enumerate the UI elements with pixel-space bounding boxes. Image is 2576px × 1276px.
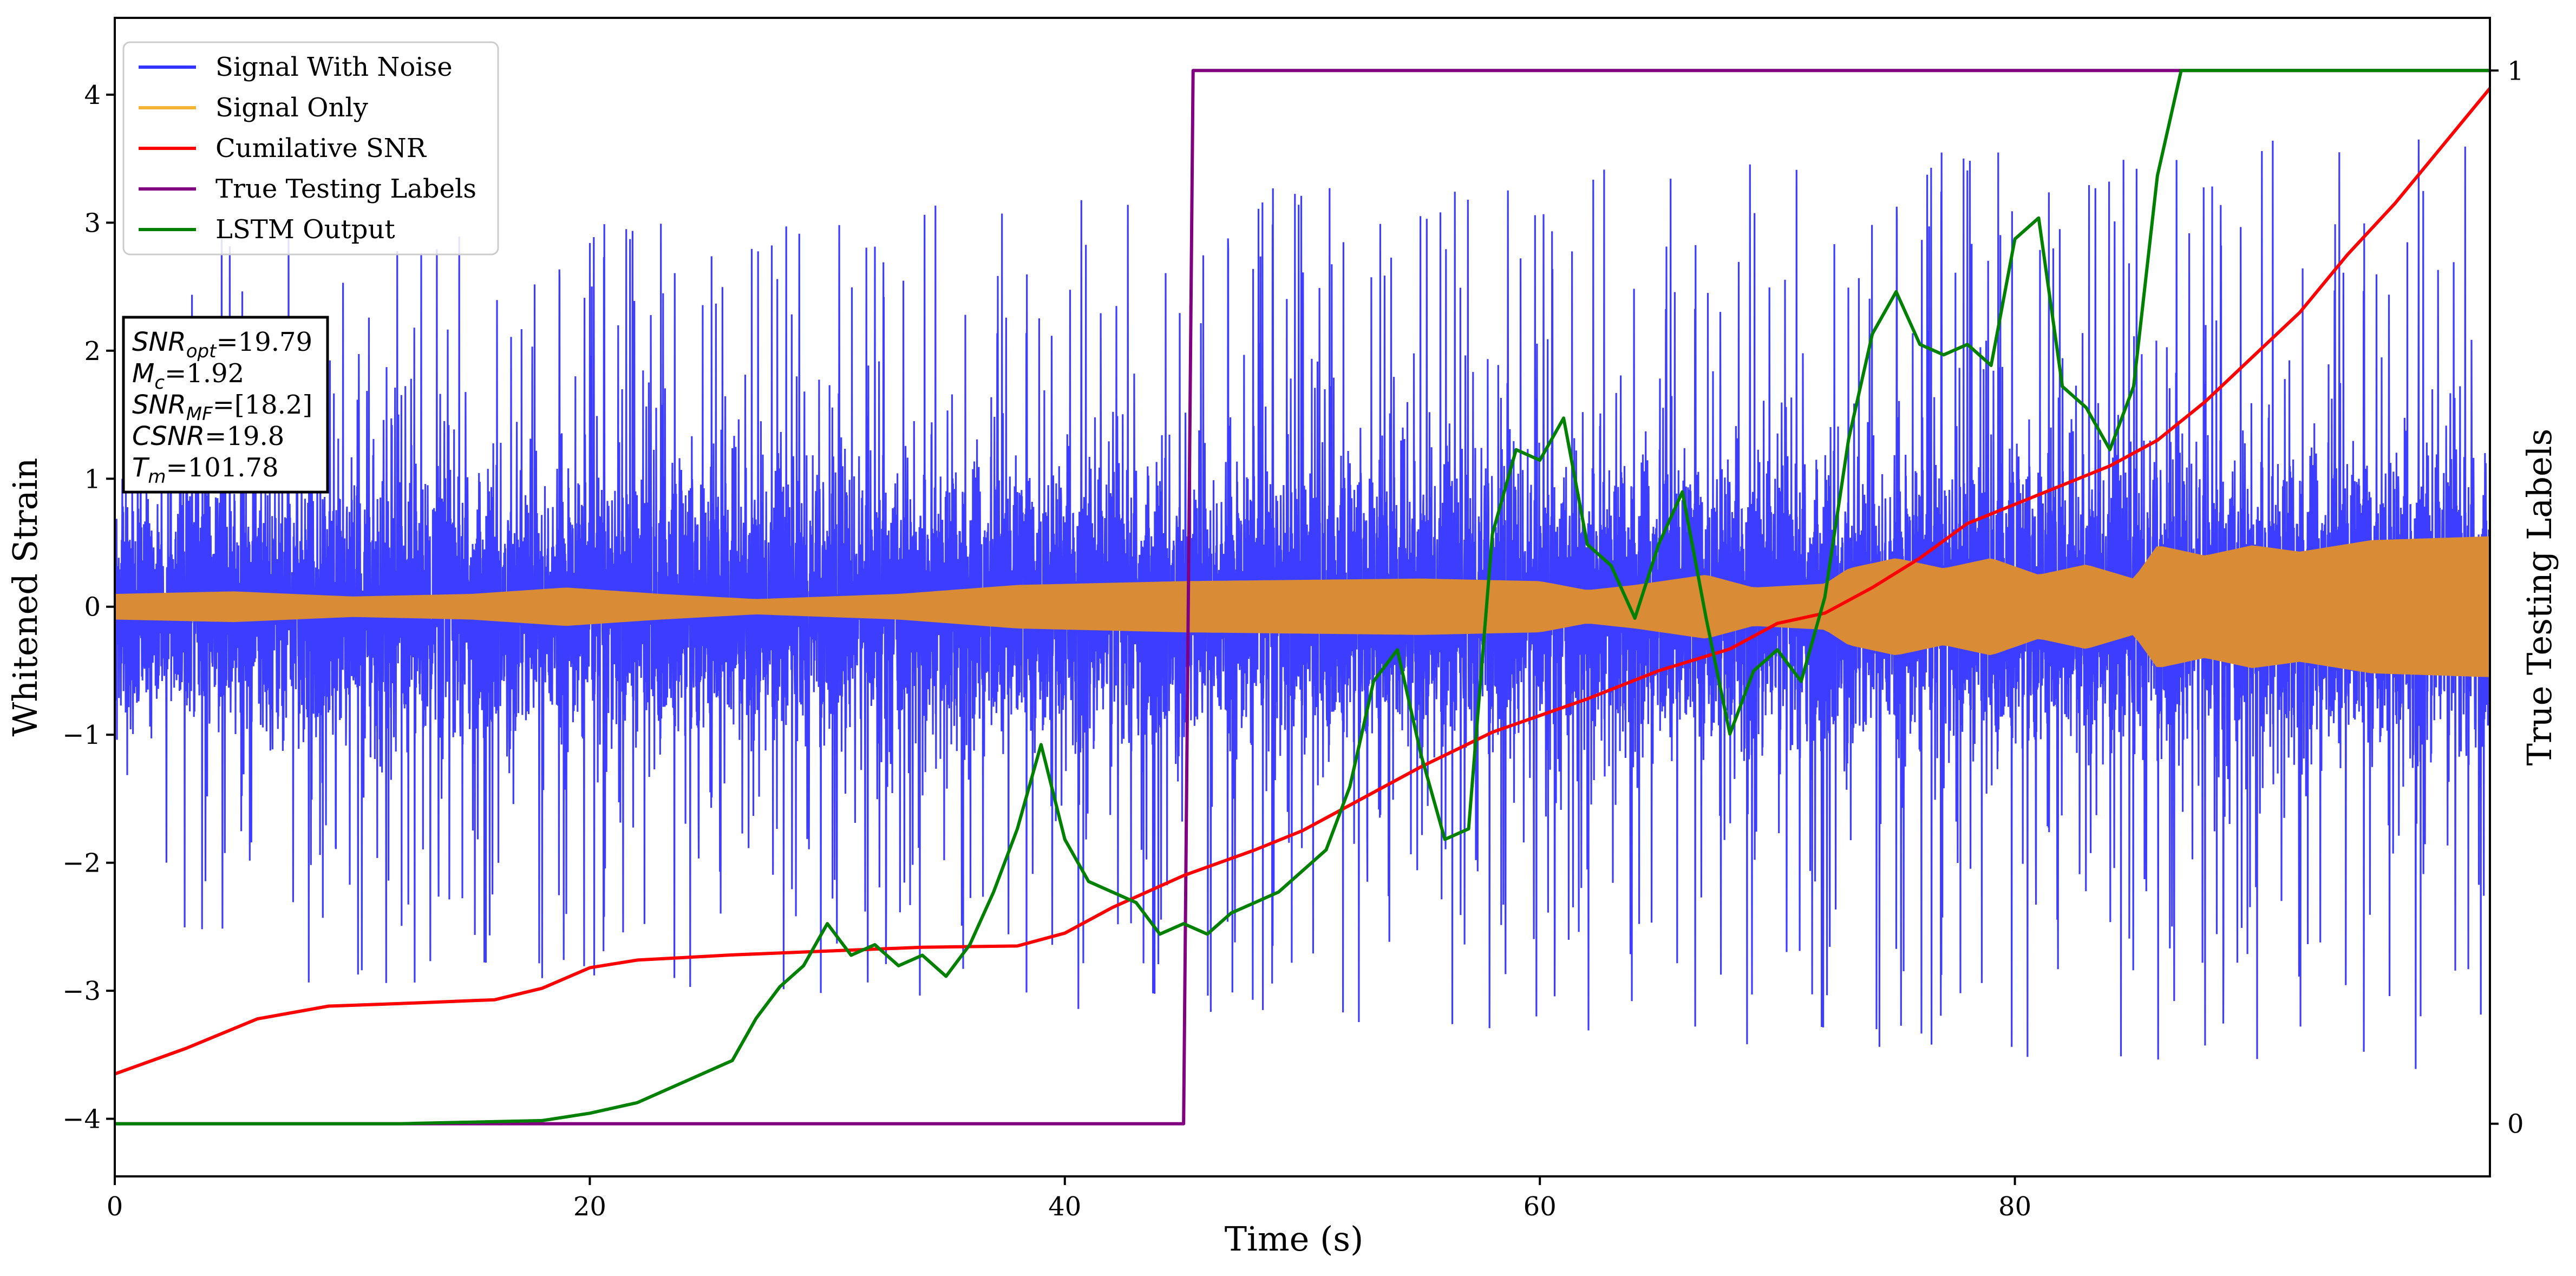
annotation-line: SNRopt=19.79	[132, 327, 312, 362]
x-tick-label: 20	[573, 1192, 606, 1222]
y-right-tick-label: 1	[2507, 56, 2524, 86]
annotation-line: CSNR=19.8	[132, 421, 284, 451]
legend-label: True Testing Labels	[215, 174, 476, 204]
y-left-tick-label: 0	[84, 592, 101, 623]
x-tick-label: 80	[1998, 1192, 2031, 1222]
x-tick-label: 60	[1524, 1192, 1557, 1222]
x-tick-label: 0	[107, 1192, 123, 1222]
y-left-tick-label: 3	[84, 208, 101, 238]
legend-label: LSTM Output	[215, 214, 395, 245]
y-left-tick-label: 4	[84, 80, 101, 110]
y-left-tick-label: 2	[84, 336, 101, 367]
parameter-annotation: SNRopt=19.79Mc=1.92SNRMF=[18.2]CSNR=19.8…	[122, 316, 329, 494]
y-left-tick-label: −4	[62, 1104, 101, 1135]
y-left-tick-label: 1	[84, 464, 101, 494]
y-axis-left-label: Whitened Strain	[5, 458, 45, 737]
plot-frame	[114, 17, 2491, 1177]
y-left-tick-label: −2	[62, 848, 101, 879]
y-left-tick-label: −1	[62, 720, 101, 750]
true-testing-labels-line	[115, 69, 2490, 1126]
legend-frame	[122, 41, 499, 256]
y-axis-right-label: True Testing Labels	[2520, 429, 2559, 766]
x-tick-label: 40	[1048, 1192, 1081, 1222]
line-series-layer	[115, 69, 2490, 1126]
y-left-tick-label: −3	[62, 976, 101, 1006]
lstm-output-line	[115, 69, 2490, 1126]
legend: Signal With Noise Signal Only Cumilative S…	[122, 41, 499, 256]
legend-label: Cumilative SNR	[215, 133, 427, 163]
annotation-frame	[122, 316, 329, 494]
x-axis-label: Time (s)	[1225, 1219, 1364, 1259]
legend-label: Signal With Noise	[215, 52, 453, 82]
cumilative-snr-line	[115, 87, 2490, 1076]
y-right-tick-label: 0	[2507, 1109, 2524, 1140]
annotation-line: SNRMF=[18.2]	[132, 390, 312, 425]
annotation-line: Mc=1.92	[132, 358, 244, 394]
annotation-line: Tm=101.78	[132, 453, 279, 488]
legend-label: Signal Only	[215, 93, 368, 123]
